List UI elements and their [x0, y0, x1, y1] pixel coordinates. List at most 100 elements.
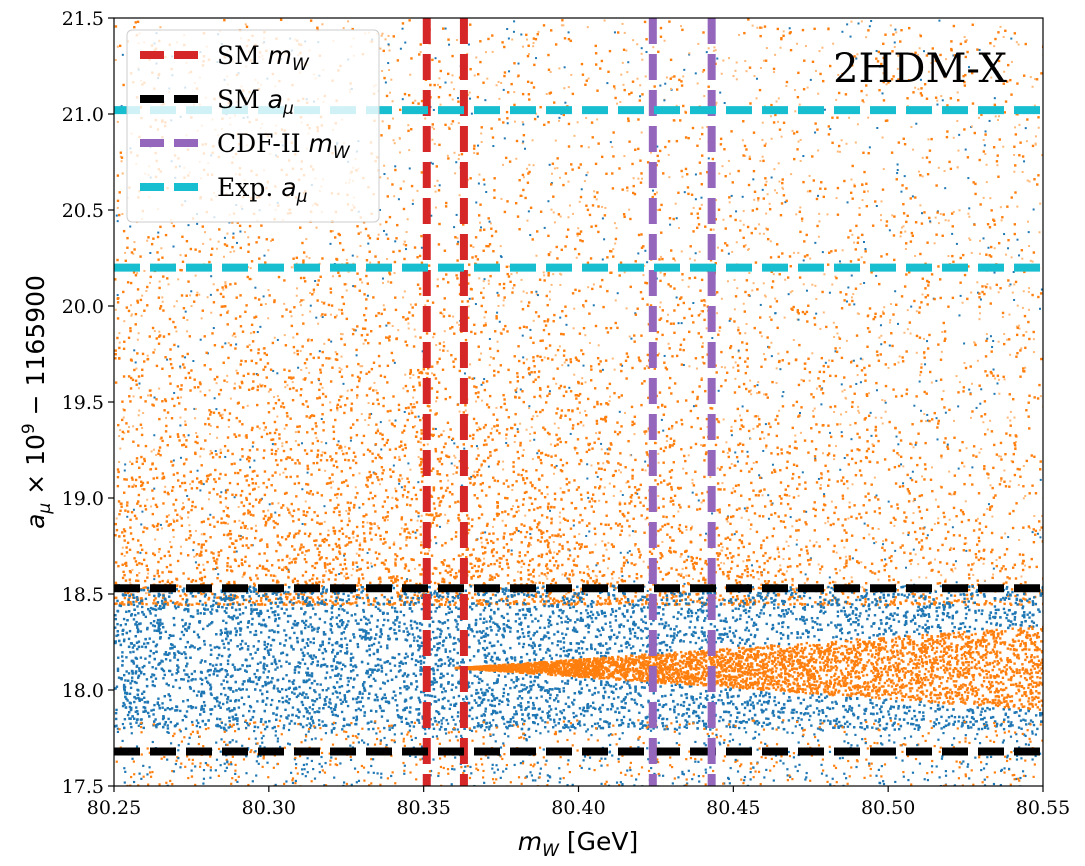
- scatter-point: [685, 575, 687, 577]
- scatter-point: [798, 384, 800, 386]
- scatter-point: [956, 375, 958, 377]
- scatter-point: [557, 349, 559, 351]
- scatter-point: [704, 390, 706, 392]
- scatter-point: [546, 553, 548, 555]
- scatter-point: [123, 535, 125, 537]
- scatter-point: [501, 41, 503, 43]
- scatter-point: [947, 255, 949, 257]
- scatter-point: [1016, 206, 1018, 208]
- scatter-point: [983, 558, 985, 560]
- scatter-point: [511, 38, 513, 40]
- scatter-point: [473, 324, 475, 326]
- scatter-point: [458, 514, 460, 516]
- scatter-point: [963, 465, 965, 467]
- scatter-point: [276, 372, 278, 374]
- scatter-point: [728, 504, 730, 506]
- scatter-point: [339, 242, 341, 244]
- scatter-point: [786, 541, 788, 543]
- scatter-point: [945, 412, 947, 414]
- scatter-point: [1000, 480, 1002, 482]
- scatter-point: [306, 491, 308, 493]
- scatter-point: [154, 397, 156, 399]
- scatter-point: [562, 184, 564, 186]
- scatter-point: [490, 228, 492, 230]
- scatter-point: [905, 567, 907, 569]
- scatter-point: [694, 471, 696, 473]
- scatter-point: [245, 304, 247, 306]
- scatter-point: [766, 336, 768, 338]
- scatter-point: [845, 560, 847, 562]
- scatter-point: [666, 76, 668, 78]
- scatter-point: [778, 181, 780, 183]
- scatter-point: [857, 312, 859, 314]
- scatter-point: [199, 455, 201, 457]
- scatter-point: [419, 293, 421, 295]
- scatter-point: [431, 554, 433, 556]
- scatter-point: [453, 455, 455, 457]
- scatter-point: [281, 445, 283, 447]
- scatter-point: [496, 419, 498, 421]
- scatter-point: [413, 389, 415, 391]
- scatter-point: [449, 604, 451, 606]
- scatter-point: [662, 578, 664, 580]
- scatter-point: [690, 527, 692, 529]
- scatter-point: [793, 464, 795, 466]
- scatter-point: [623, 89, 625, 91]
- scatter-point: [438, 77, 440, 79]
- scatter-point: [523, 563, 525, 565]
- scatter-point: [475, 400, 477, 402]
- scatter-point: [824, 188, 826, 190]
- scatter-point: [783, 30, 785, 32]
- scatter-point: [744, 60, 746, 62]
- scatter-point: [432, 428, 434, 430]
- scatter-point: [286, 507, 288, 509]
- scatter-point: [459, 194, 461, 196]
- scatter-point: [300, 544, 302, 546]
- scatter-point: [583, 572, 585, 574]
- scatter-point: [697, 417, 699, 419]
- scatter-point: [126, 516, 128, 518]
- scatter-point: [863, 282, 865, 284]
- scatter-point: [944, 170, 946, 172]
- scatter-point: [730, 130, 732, 132]
- scatter-point: [765, 444, 767, 446]
- scatter-point: [1024, 315, 1026, 317]
- scatter-point: [503, 482, 505, 484]
- scatter-point: [267, 402, 269, 404]
- scatter-point: [1010, 411, 1012, 413]
- scatter-point: [736, 78, 738, 80]
- scatter-point: [847, 236, 849, 238]
- scatter-point: [533, 396, 535, 398]
- scatter-point: [503, 403, 505, 405]
- scatter-point: [459, 411, 461, 413]
- scatter-point: [259, 428, 261, 430]
- scatter-point: [420, 235, 422, 237]
- scatter-point: [623, 562, 625, 564]
- scatter-point: [1022, 554, 1024, 556]
- scatter-point: [224, 285, 226, 287]
- scatter-point: [668, 154, 670, 156]
- scatter-point: [522, 356, 524, 358]
- scatter-point: [558, 387, 560, 389]
- scatter-point: [762, 122, 764, 124]
- scatter-point: [239, 420, 241, 422]
- scatter-point: [626, 307, 628, 309]
- scatter-point: [753, 282, 755, 284]
- scatter-point: [125, 260, 127, 262]
- scatter-point: [229, 530, 231, 532]
- scatter-point: [676, 140, 678, 142]
- scatter-point: [406, 344, 408, 346]
- scatter-point: [137, 21, 139, 23]
- scatter-point: [924, 363, 926, 365]
- scatter-point: [578, 360, 580, 362]
- scatter-point: [330, 314, 332, 316]
- scatter-point: [935, 499, 937, 501]
- scatter-point: [693, 484, 695, 486]
- scatter-point: [202, 243, 204, 245]
- scatter-point: [489, 454, 491, 456]
- scatter-point: [902, 203, 904, 205]
- scatter-point: [502, 468, 504, 470]
- scatter-point: [620, 74, 622, 76]
- scatter-point: [890, 24, 892, 26]
- scatter-point: [475, 56, 477, 58]
